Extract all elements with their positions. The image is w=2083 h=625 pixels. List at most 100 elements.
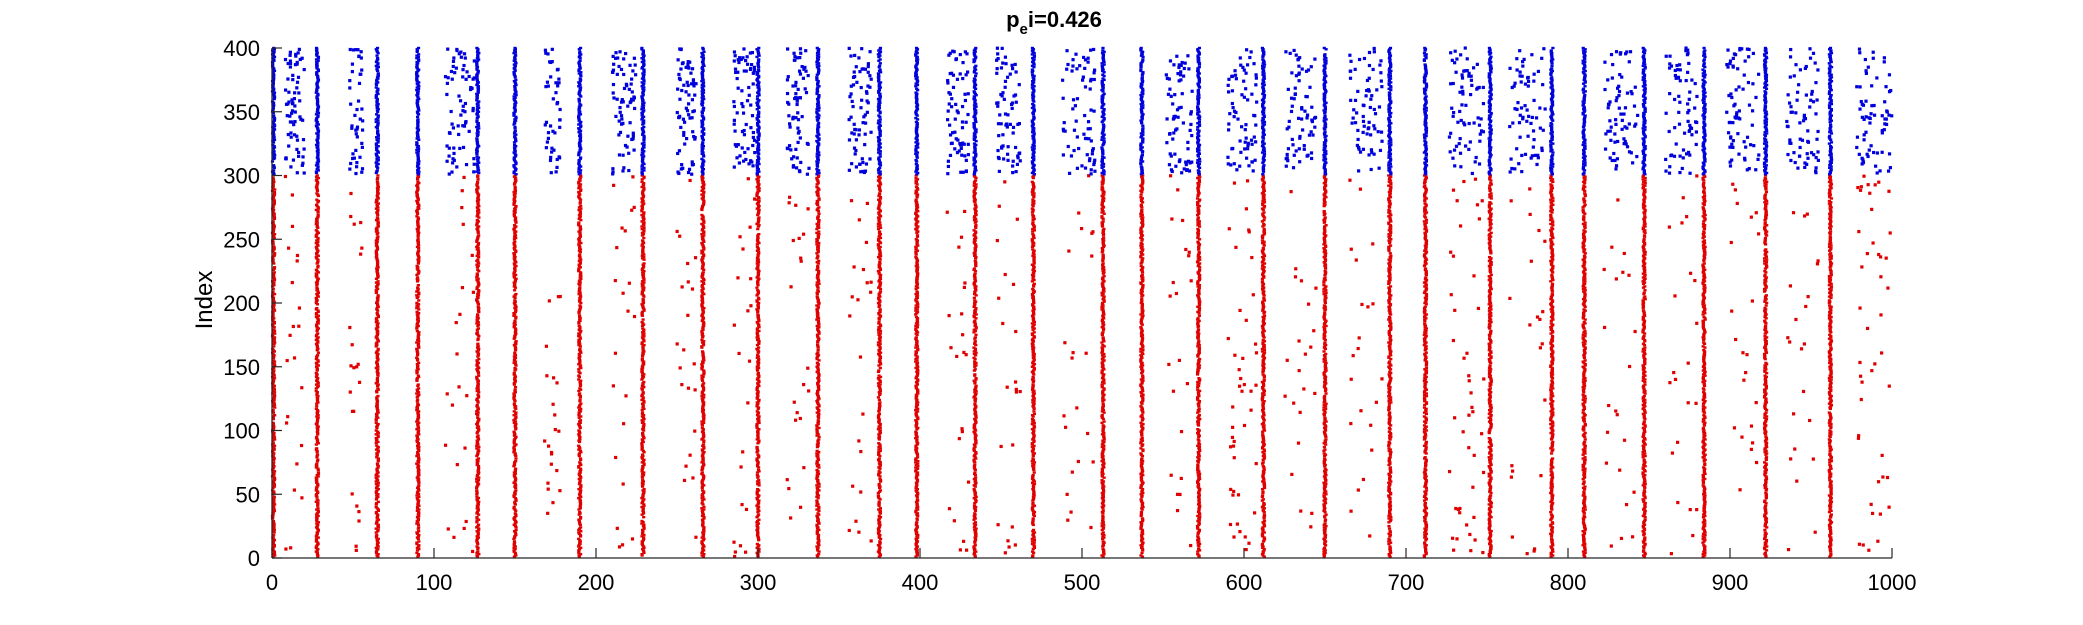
spike-excitatory xyxy=(512,175,516,178)
spike-excitatory xyxy=(416,415,420,418)
spike-excitatory xyxy=(700,536,704,539)
spike-inhibitory xyxy=(579,74,583,78)
spike-inhibitory xyxy=(272,88,276,92)
spike-inhibitory xyxy=(757,127,761,130)
spike-excitatory xyxy=(375,398,379,402)
spike-excitatory xyxy=(702,526,706,529)
spike-excitatory xyxy=(640,443,644,446)
spike-excitatory xyxy=(815,516,820,519)
spike-excitatory xyxy=(816,439,820,442)
spike-excitatory xyxy=(512,355,516,358)
spike-excitatory xyxy=(641,352,645,356)
spike-inhibitory xyxy=(375,170,379,173)
spike-excitatory xyxy=(476,194,480,198)
spike-excitatory xyxy=(512,555,516,558)
spike-excitatory xyxy=(640,365,644,368)
spike-excitatory xyxy=(641,499,645,502)
spike-excitatory xyxy=(578,232,582,236)
spike-excitatory xyxy=(271,272,276,275)
spike-excitatory xyxy=(641,405,645,408)
spike-inhibitory xyxy=(756,114,760,117)
spike-excitatory xyxy=(877,473,881,477)
spike-excitatory xyxy=(577,482,582,486)
spike-excitatory xyxy=(700,296,704,300)
spike-excitatory xyxy=(375,341,379,344)
spike-excitatory xyxy=(475,254,479,258)
spike-inhibitory xyxy=(415,101,419,105)
spike-inhibitory xyxy=(755,164,759,167)
spike-excitatory xyxy=(315,248,319,251)
spike-excitatory xyxy=(271,294,275,297)
spike-excitatory xyxy=(817,232,821,236)
spike-inhibitory xyxy=(272,165,276,168)
spike-inhibitory xyxy=(701,161,705,164)
spike-excitatory xyxy=(916,392,920,395)
spike-excitatory xyxy=(816,203,820,207)
spike-excitatory xyxy=(700,258,704,261)
spike-inhibitory xyxy=(314,53,319,56)
spike-inhibitory xyxy=(914,148,918,152)
spike-excitatory xyxy=(817,450,821,454)
spike-inhibitory xyxy=(756,91,760,94)
spike-excitatory xyxy=(578,318,582,321)
spike-excitatory xyxy=(702,220,706,223)
spike-excitatory xyxy=(815,490,819,493)
spike-inhibitory xyxy=(475,60,479,64)
spike-excitatory xyxy=(578,179,582,182)
spike-inhibitory xyxy=(475,82,480,85)
spike-excitatory xyxy=(757,399,761,403)
spike-excitatory xyxy=(271,519,276,523)
spike-inhibitory xyxy=(816,71,821,74)
spike-excitatory xyxy=(376,528,380,532)
spike-inhibitory xyxy=(577,69,581,73)
spike-excitatory xyxy=(972,447,976,450)
spike-excitatory xyxy=(578,470,582,473)
spike-inhibitory xyxy=(878,101,882,105)
spike-excitatory xyxy=(815,190,819,194)
spike-excitatory xyxy=(816,345,820,348)
spike-inhibitory xyxy=(376,51,380,55)
spike-excitatory xyxy=(475,322,479,325)
spike-excitatory xyxy=(577,414,581,417)
spike-excitatory xyxy=(272,495,276,498)
spike-excitatory xyxy=(878,541,882,544)
spike-excitatory xyxy=(877,292,881,296)
spike-inhibitory xyxy=(915,49,919,52)
spike-inhibitory xyxy=(314,170,319,173)
spike-excitatory xyxy=(877,408,881,412)
spike-inhibitory xyxy=(476,59,480,62)
spike-excitatory xyxy=(640,532,645,535)
spike-inhibitory xyxy=(316,57,320,60)
spike-excitatory xyxy=(314,383,319,386)
spike-excitatory xyxy=(701,352,705,356)
spike-excitatory xyxy=(755,336,759,339)
spike-inhibitory xyxy=(757,87,761,90)
spike-excitatory xyxy=(316,425,320,428)
spike-inhibitory xyxy=(375,57,380,60)
spike-excitatory xyxy=(374,501,379,505)
spike-excitatory xyxy=(700,305,704,309)
spike-excitatory xyxy=(816,364,820,367)
spike-excitatory xyxy=(915,258,919,261)
spike-excitatory xyxy=(878,241,883,245)
spike-excitatory xyxy=(315,480,319,483)
spike-excitatory xyxy=(914,313,918,316)
spike-inhibitory xyxy=(756,86,760,89)
spike-excitatory xyxy=(877,280,881,283)
spike-excitatory xyxy=(476,436,480,440)
spike-excitatory xyxy=(374,382,378,385)
spike-excitatory xyxy=(701,195,705,199)
spike-excitatory xyxy=(376,357,380,361)
spike-inhibitory xyxy=(316,78,321,82)
spike-excitatory xyxy=(756,184,761,187)
spike-excitatory xyxy=(376,537,380,541)
spike-excitatory xyxy=(476,333,480,337)
spike-inhibitory xyxy=(477,106,481,110)
spike-excitatory xyxy=(415,306,419,310)
spike-excitatory xyxy=(415,347,419,351)
spike-excitatory xyxy=(974,343,978,347)
spike-excitatory xyxy=(915,243,919,246)
spike-inhibitory xyxy=(271,74,275,78)
spike-inhibitory xyxy=(877,108,881,111)
spike-excitatory xyxy=(578,266,582,269)
